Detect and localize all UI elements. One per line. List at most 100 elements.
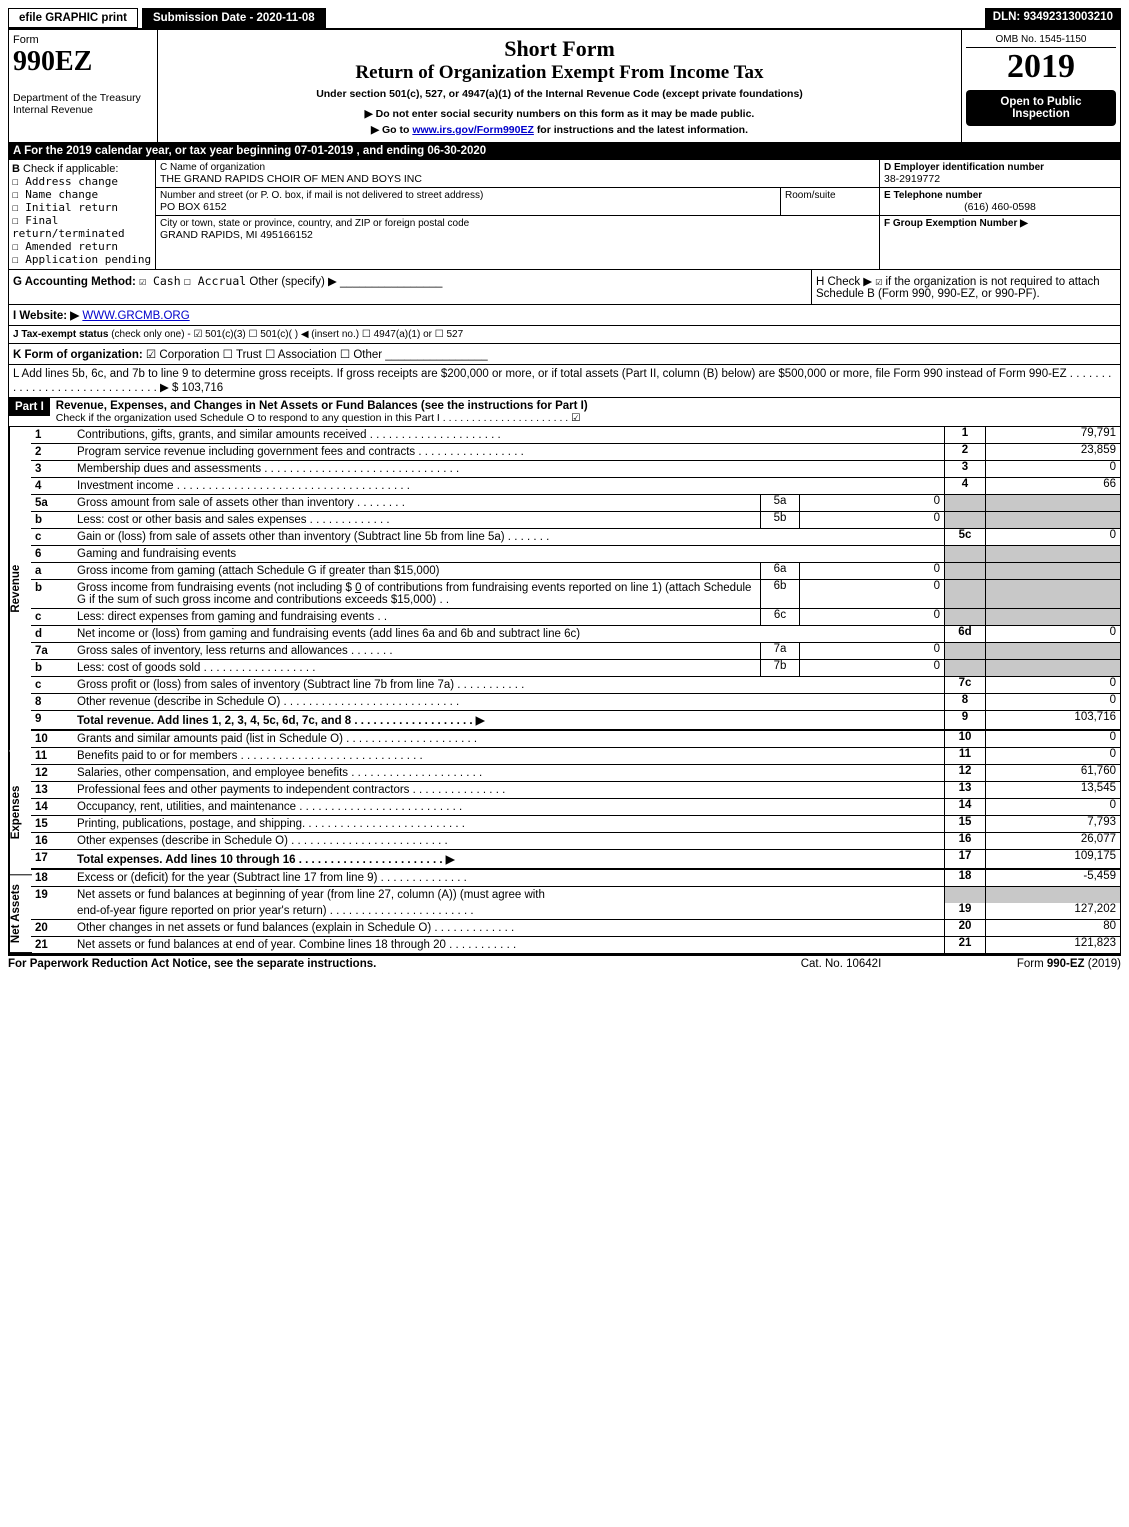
open-to-public: Open to Public Inspection xyxy=(966,90,1116,126)
submission-date-button[interactable]: Submission Date - 2020-11-08 xyxy=(142,8,326,28)
part-i-check: Check if the organization used Schedule … xyxy=(56,412,581,424)
page-footer: For Paperwork Reduction Act Notice, see … xyxy=(8,954,1121,970)
chk-name-change[interactable]: ☐ Name change xyxy=(12,188,152,201)
org-name: THE GRAND RAPIDS CHOIR OF MEN AND BOYS I… xyxy=(160,173,875,185)
grey-cell xyxy=(985,546,1120,562)
main-title: Return of Organization Exempt From Incom… xyxy=(164,62,955,84)
grey-cell xyxy=(944,512,985,528)
line-12-desc: Salaries, other compensation, and employ… xyxy=(73,765,944,781)
grey-cell xyxy=(944,563,985,579)
line-7c-num: 7c xyxy=(944,677,985,693)
j-label: J Tax-exempt status xyxy=(13,329,108,340)
g-h-row: G Accounting Method: ☑ Cash ☐ Accrual Ot… xyxy=(8,270,1121,304)
line-18-num: 18 xyxy=(944,870,985,886)
footer-right: Form 990-EZ (2019) xyxy=(941,958,1121,970)
chk-final-return[interactable]: ☐ Final return/terminated xyxy=(12,214,152,240)
chk-schedule-b[interactable]: ☑ xyxy=(875,274,882,288)
c-addr-label: Number and street (or P. O. box, if mail… xyxy=(160,190,776,201)
part-i-table: Revenue Expenses Net Assets 1Contributio… xyxy=(8,427,1121,954)
line-3-val: 0 xyxy=(985,461,1120,477)
line-19-val: 127,202 xyxy=(985,903,1120,919)
ein-value: 38-2919772 xyxy=(884,173,1116,185)
line-6c-sub: 6c xyxy=(760,609,800,625)
line-17-val: 109,175 xyxy=(985,850,1120,868)
line-7b-subv: 0 xyxy=(800,660,944,676)
c-name-label: C Name of organization xyxy=(160,162,875,173)
part-i-heading: Revenue, Expenses, and Changes in Net As… xyxy=(56,400,588,412)
line-16-val: 26,077 xyxy=(985,833,1120,849)
grey-cell xyxy=(944,660,985,676)
d-ein-label: D Employer identification number xyxy=(884,162,1116,173)
goto-post: for instructions and the latest informat… xyxy=(537,124,748,136)
line-5b-sub: 5b xyxy=(760,512,800,528)
line-20-desc: Other changes in net assets or fund bala… xyxy=(73,920,944,936)
line-9-num: 9 xyxy=(944,711,985,729)
grey-cell xyxy=(985,495,1120,511)
i-label: I Website: ▶ xyxy=(13,310,79,322)
line-6c-subv: 0 xyxy=(800,609,944,625)
line-7b-sub: 7b xyxy=(760,660,800,676)
chk-initial-return[interactable]: ☐ Initial return xyxy=(12,201,152,214)
grey-cell xyxy=(944,643,985,659)
line-6d-val: 0 xyxy=(985,626,1120,642)
chk-application-pending[interactable]: ☐ Application pending xyxy=(12,253,152,266)
efile-button[interactable]: efile GRAPHIC print xyxy=(8,8,138,28)
grey-cell xyxy=(985,643,1120,659)
line-5a-sub: 5a xyxy=(760,495,800,511)
line-7c-desc: Gross profit or (loss) from sales of inv… xyxy=(73,677,944,693)
line-11-desc: Benefits paid to or for members . . . . … xyxy=(73,748,944,764)
part-i-badge: Part I xyxy=(9,398,50,416)
grey-cell xyxy=(944,495,985,511)
under-section: Under section 501(c), 527, or 4947(a)(1)… xyxy=(164,88,955,100)
grey-cell xyxy=(944,546,985,562)
org-address: PO BOX 6152 xyxy=(160,201,776,213)
line-2-desc: Program service revenue including govern… xyxy=(73,444,944,460)
line-5c-num: 5c xyxy=(944,529,985,545)
ssn-warning: ▶ Do not enter social security numbers o… xyxy=(164,108,955,120)
line-6a-sub: 6a xyxy=(760,563,800,579)
line-7a-desc: Gross sales of inventory, less returns a… xyxy=(73,643,760,659)
chk-amended-return[interactable]: ☐ Amended return xyxy=(12,240,152,253)
website-link[interactable]: WWW.GRCMB.ORG xyxy=(82,310,189,322)
entity-info-block: B Check if applicable: ☐ Address change … xyxy=(8,160,1121,270)
line-19-desc: Net assets or fund balances at beginning… xyxy=(73,887,944,903)
line-14-desc: Occupancy, rent, utilities, and maintena… xyxy=(73,799,944,815)
line-9-desc: Total revenue. Add lines 1, 2, 3, 4, 5c,… xyxy=(77,715,485,727)
chk-accrual[interactable]: ☐ Accrual xyxy=(184,274,246,288)
line-11-val: 0 xyxy=(985,748,1120,764)
line-6b-subv: 0 xyxy=(800,580,944,608)
irs-label: Internal Revenue xyxy=(13,104,153,116)
line-16-desc: Other expenses (describe in Schedule O) … xyxy=(73,833,944,849)
line-20-num: 20 xyxy=(944,920,985,936)
grey-cell xyxy=(944,609,985,625)
tax-year: 2019 xyxy=(966,48,1116,86)
line-13-desc: Professional fees and other payments to … xyxy=(73,782,944,798)
line-18-desc: Excess or (deficit) for the year (Subtra… xyxy=(73,870,944,886)
line-7a-sub: 7a xyxy=(760,643,800,659)
chk-address-change[interactable]: ☐ Address change xyxy=(12,175,152,188)
line-17-desc: Total expenses. Add lines 10 through 16 … xyxy=(77,854,455,866)
line-4-val: 66 xyxy=(985,478,1120,494)
f-group-label: F Group Exemption Number ▶ xyxy=(884,218,1028,229)
chk-cash[interactable]: ☑ Cash xyxy=(139,274,181,288)
g-other: Other (specify) ▶ ________________ xyxy=(249,276,442,288)
line-4-num: 4 xyxy=(944,478,985,494)
footer-center: Cat. No. 10642I xyxy=(741,958,941,970)
form-label: Form xyxy=(13,34,153,46)
line-6c-desc: Less: direct expenses from gaming and fu… xyxy=(73,609,760,625)
line-2-val: 23,859 xyxy=(985,444,1120,460)
line-11-num: 11 xyxy=(944,748,985,764)
org-city: GRAND RAPIDS, MI 495166152 xyxy=(160,229,875,241)
line-21-desc: Net assets or fund balances at end of ye… xyxy=(73,937,944,953)
line-15-desc: Printing, publications, postage, and shi… xyxy=(73,816,944,832)
line-18-val: -5,459 xyxy=(985,870,1120,886)
netassets-label: Net Assets xyxy=(9,875,32,953)
line-3-desc: Membership dues and assessments . . . . … xyxy=(73,461,944,477)
line-4-desc: Investment income . . . . . . . . . . . … xyxy=(73,478,944,494)
k-label: K Form of organization: xyxy=(13,349,143,361)
irs-link[interactable]: www.irs.gov/Form990EZ xyxy=(412,124,534,136)
line-17-num: 17 xyxy=(944,850,985,868)
line-5b-desc: Less: cost or other basis and sales expe… xyxy=(73,512,760,528)
line-6b-desc: Gross income from fundraising events (no… xyxy=(73,580,760,608)
line-20-val: 80 xyxy=(985,920,1120,936)
